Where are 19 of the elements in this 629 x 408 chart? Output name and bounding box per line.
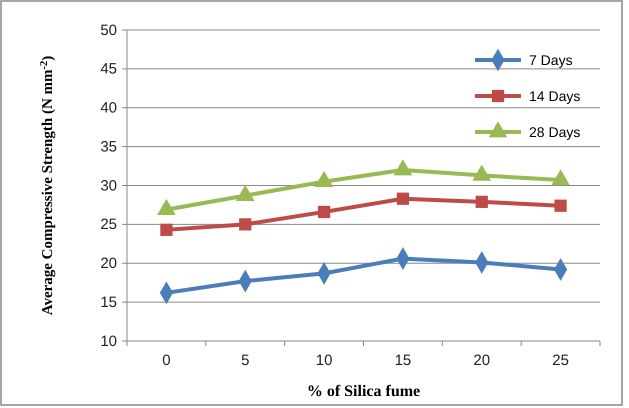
x-tick-label: 20 [473,352,490,369]
x-tick-label: 0 [162,352,171,369]
x-tick-label: 5 [241,352,250,369]
legend-label: 28 Days [529,124,580,140]
x-tick-label: 10 [316,352,332,369]
y-tick-label: 40 [100,100,117,117]
x-axis-title: % of Silica fume [306,383,420,400]
legend-label: 14 Days [529,88,580,104]
y-tick-label: 25 [100,216,117,234]
y-tick-label: 10 [100,332,117,350]
y-tick-label: 30 [100,177,117,194]
legend-label: 7 Days [529,52,573,68]
x-tick-label: 15 [394,352,412,369]
x-tick-label: 25 [552,352,569,369]
y-tick-label: 20 [100,255,117,272]
y-tick-label: 35 [100,138,117,156]
y-tick-label: 15 [100,294,117,311]
y-tick-label: 50 [100,22,117,39]
y-tick-label: 45 [100,60,117,78]
